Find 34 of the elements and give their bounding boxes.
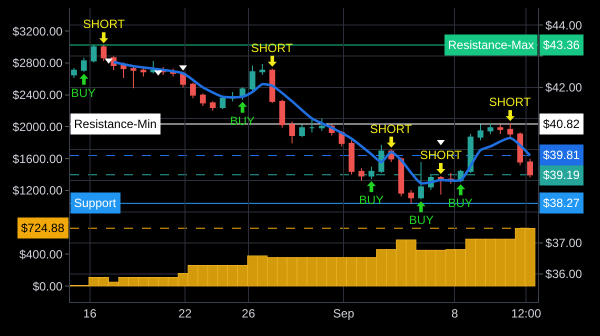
annotation: SHORT <box>83 17 126 31</box>
x-tick-label: 26 <box>242 306 256 320</box>
y-tick-label: $42.00 <box>545 80 582 95</box>
y2-tick-label: $0.00 <box>32 279 63 294</box>
y2-tick-label: $724.88 <box>21 221 65 235</box>
ref-line-label: Resistance-Max <box>448 38 534 52</box>
annotation: SHORT <box>420 148 462 162</box>
y2-tick-label: $2000.00 <box>12 120 63 134</box>
y-tick-label: $39.19 <box>543 168 580 182</box>
x-tick-label: 12:00 <box>511 306 542 320</box>
y2-tick-label: $2800.00 <box>12 56 63 70</box>
x-tick-label: 22 <box>178 306 192 320</box>
y2-tick-label: $400.00 <box>19 247 63 262</box>
ref-line-label: Resistance-Min <box>74 117 157 131</box>
annotation: SHORT <box>489 95 532 109</box>
annotation: SHORT <box>251 41 294 55</box>
x-tick-label: 16 <box>83 306 97 320</box>
annotation: BUY <box>409 213 434 227</box>
x-tick-label: 8 <box>451 306 458 320</box>
y-tick-label: $38.27 <box>543 196 580 210</box>
y-tick-label: $36.00 <box>545 267 582 282</box>
y-tick-label: $39.81 <box>543 148 580 162</box>
y2-tick-label: $1200.00 <box>12 184 63 198</box>
y-tick-label: $44.00 <box>545 18 582 32</box>
y-tick-label: $40.82 <box>543 117 580 131</box>
y2-tick-label: $1600.00 <box>12 152 63 166</box>
y-tick-label: $37.00 <box>545 236 582 250</box>
x-tick-label: Sep <box>332 306 355 320</box>
annotation: SHORT <box>370 122 412 136</box>
y2-tick-label: $2400.00 <box>12 88 63 102</box>
y2-tick-label: $3200.00 <box>12 24 63 38</box>
ref-line-label: Support <box>74 196 117 210</box>
annotation: BUY <box>71 86 96 100</box>
y-tick-label: $43.36 <box>543 38 580 52</box>
